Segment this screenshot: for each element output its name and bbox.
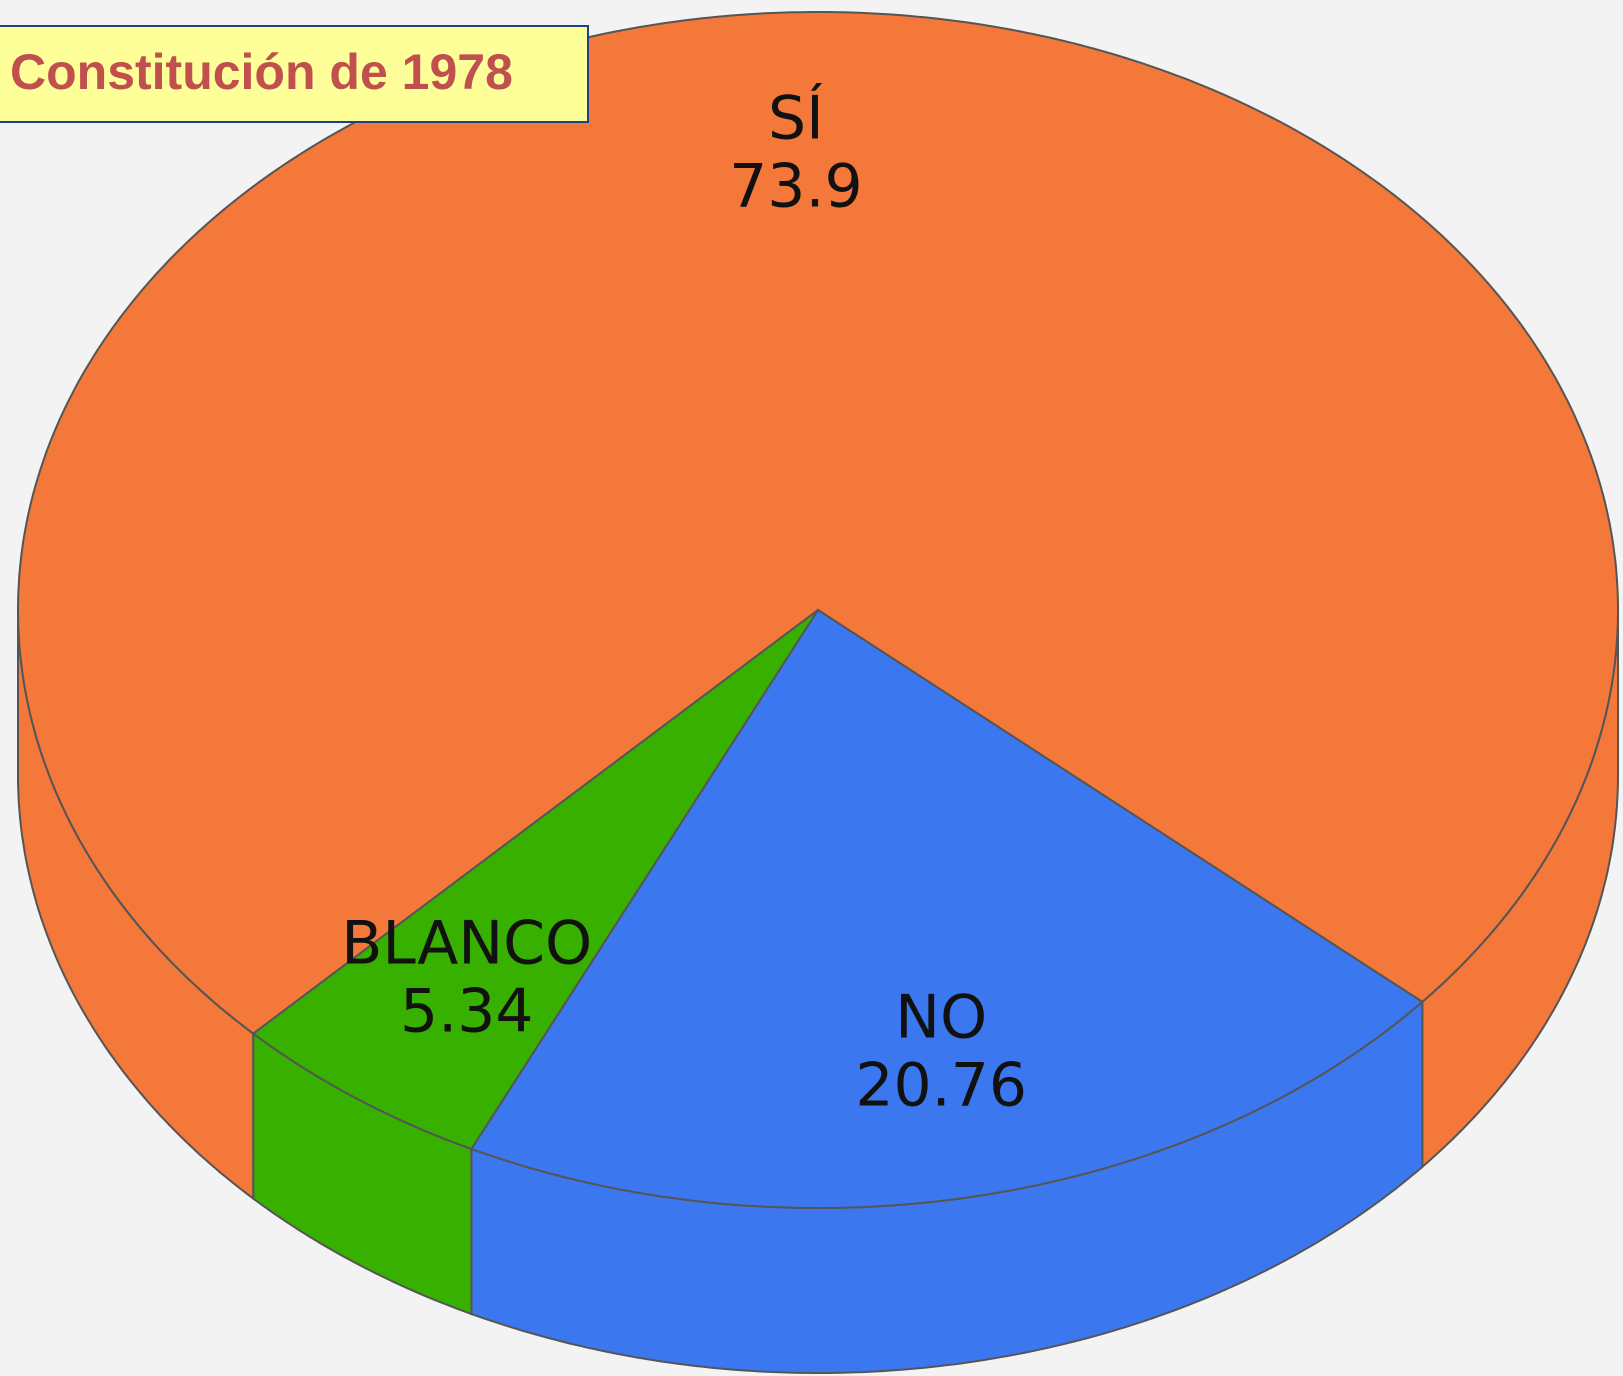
pie-slice <box>17 11 1619 1035</box>
title-frame <box>0 25 589 123</box>
pie-slice <box>251 609 819 1151</box>
slice-value: 5.34 <box>400 977 534 1047</box>
slice-value: 20.76 <box>855 1051 1027 1121</box>
slice-label: SÍ <box>768 81 824 153</box>
slice-value: 73.9 <box>729 151 863 221</box>
title-box: Constitución de 1978 <box>0 25 589 123</box>
pie-slice <box>469 608 1424 1209</box>
slice-label: NO <box>895 983 987 1053</box>
chart-title: Constitución de 1978 <box>10 44 513 100</box>
slice-label: BLANCO <box>341 909 592 979</box>
